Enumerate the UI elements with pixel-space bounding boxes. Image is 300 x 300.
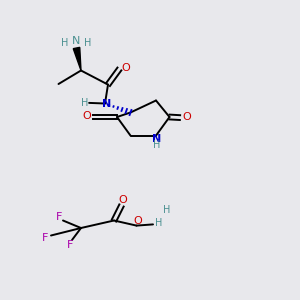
Text: H: H (153, 140, 160, 150)
Text: O: O (82, 111, 91, 122)
Text: F: F (42, 233, 48, 243)
Text: H: H (61, 38, 68, 48)
Text: O: O (118, 195, 127, 205)
Text: N: N (72, 36, 80, 46)
Text: H: H (163, 205, 170, 215)
Text: H: H (155, 218, 162, 228)
Text: N: N (102, 99, 111, 110)
Text: O: O (182, 112, 191, 122)
Text: O: O (121, 63, 130, 74)
Text: N: N (152, 134, 161, 144)
Text: H: H (81, 98, 88, 108)
Text: O: O (134, 216, 142, 226)
Polygon shape (73, 47, 81, 70)
Text: F: F (56, 212, 63, 222)
Text: H: H (84, 38, 92, 48)
Text: F: F (67, 240, 74, 250)
